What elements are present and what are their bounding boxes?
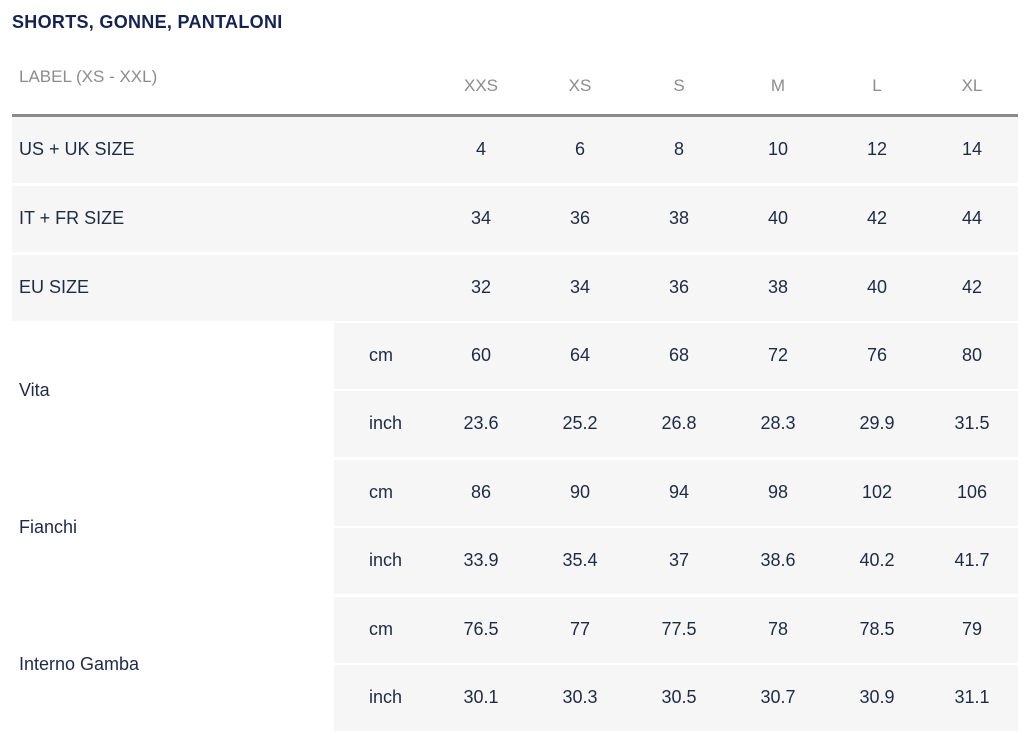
table-cell: 35.4 xyxy=(562,550,598,570)
table-cell: 44 xyxy=(961,208,983,228)
unit-label: cm xyxy=(369,482,393,502)
size-header-xxs: XXS xyxy=(463,76,499,95)
table-cell: 76.5 xyxy=(463,619,499,639)
table-cell: 77.5 xyxy=(661,619,697,639)
table-cell: 40 xyxy=(767,208,789,228)
table-cell: 6 xyxy=(574,139,585,159)
table-cell: 34 xyxy=(569,277,591,297)
table-cell: 64 xyxy=(569,345,591,365)
table-cell: 12 xyxy=(866,139,888,159)
size-header-m: M xyxy=(770,76,786,95)
table-cell: 42 xyxy=(961,277,983,297)
label-column-header: LABEL (XS - XXL) xyxy=(19,67,158,86)
table-row-vita-inch: inch 23.6 25.2 26.8 28.3 29.9 31.5 xyxy=(334,391,1018,457)
table-cell: 14 xyxy=(961,139,983,159)
table-cell: 41.7 xyxy=(954,550,990,570)
row-label: IT + FR SIZE xyxy=(19,208,125,228)
table-cell: 36 xyxy=(569,208,591,228)
measure-label: Interno Gamba xyxy=(19,654,140,674)
table-cell: 33.9 xyxy=(463,550,499,570)
measure-group-vita: Vita xyxy=(12,324,332,458)
table-cell: 86 xyxy=(470,482,492,502)
table-cell: 42 xyxy=(866,208,888,228)
table-cell: 94 xyxy=(668,482,690,502)
table-row-vita-cm: cm 60 64 68 72 76 80 xyxy=(334,323,1018,389)
table-cell: 78 xyxy=(767,619,789,639)
table-cell: 38 xyxy=(668,208,690,228)
table-cell: 30.7 xyxy=(760,687,796,707)
table-cell: 8 xyxy=(673,139,684,159)
table-cell: 28.3 xyxy=(760,413,796,433)
table-cell: 38.6 xyxy=(760,550,796,570)
measure-group-fianchi: Fianchi xyxy=(12,461,332,595)
table-cell: 26.8 xyxy=(661,413,697,433)
table-cell: 102 xyxy=(861,482,893,502)
table-cell: 30.1 xyxy=(463,687,499,707)
table-cell: 38 xyxy=(767,277,789,297)
table-cell: 90 xyxy=(569,482,591,502)
unit-label: inch xyxy=(369,413,403,433)
measure-group-interno-gamba: Interno Gamba xyxy=(12,598,332,732)
table-row-eu: EU SIZE 32 34 36 38 40 42 xyxy=(12,255,1018,321)
unit-label: cm xyxy=(369,619,393,639)
table-cell: 79 xyxy=(961,619,983,639)
table-row-us-uk: US + UK SIZE 4 6 8 10 12 14 xyxy=(12,117,1018,183)
unit-label: cm xyxy=(369,345,393,365)
table-cell: 72 xyxy=(767,345,789,365)
size-header-xl: XL xyxy=(961,76,983,95)
table-cell: 40 xyxy=(866,277,888,297)
size-header-s: S xyxy=(673,76,685,95)
table-cell: 31.1 xyxy=(954,687,990,707)
table-cell: 31.5 xyxy=(954,413,990,433)
table-cell: 37 xyxy=(668,550,690,570)
table-cell: 77 xyxy=(569,619,591,639)
table-cell: 36 xyxy=(668,277,690,297)
table-cell: 68 xyxy=(668,345,690,365)
table-cell: 34 xyxy=(470,208,492,228)
table-cell: 32 xyxy=(470,277,492,297)
row-label: US + UK SIZE xyxy=(19,139,135,159)
table-header: LABEL (XS - XXL) XXS XS S M L XL xyxy=(12,56,1018,117)
table-cell: 30.3 xyxy=(562,687,598,707)
table-cell: 25.2 xyxy=(562,413,598,433)
table-cell: 80 xyxy=(961,345,983,365)
table-cell: 30.9 xyxy=(859,687,895,707)
table-cell: 78.5 xyxy=(859,619,895,639)
table-row-fianchi-inch: inch 33.9 35.4 37 38.6 40.2 41.7 xyxy=(334,528,1018,594)
table-row-fianchi-cm: cm 86 90 94 98 102 106 xyxy=(334,460,1018,526)
table-cell: 40.2 xyxy=(859,550,895,570)
size-header-xs: XS xyxy=(568,76,592,95)
table-row-it-fr: IT + FR SIZE 34 36 38 40 42 44 xyxy=(12,186,1018,252)
size-header-l: L xyxy=(872,76,882,95)
table-row-interno-gamba-inch: inch 30.1 30.3 30.5 30.7 30.9 31.1 xyxy=(334,665,1018,731)
table-cell: 10 xyxy=(767,139,789,159)
table-cell: 106 xyxy=(956,482,988,502)
table-cell: 60 xyxy=(470,345,492,365)
measure-label: Vita xyxy=(19,380,50,400)
unit-label: inch xyxy=(369,550,403,570)
table-cell: 30.5 xyxy=(661,687,697,707)
table-cell: 4 xyxy=(475,139,486,159)
page-title: SHORTS, GONNE, PANTALONI xyxy=(12,12,283,32)
row-label: EU SIZE xyxy=(19,277,90,297)
measure-label: Fianchi xyxy=(19,517,78,537)
table-row-interno-gamba-cm: cm 76.5 77 77.5 78 78.5 79 xyxy=(334,597,1018,663)
table-cell: 98 xyxy=(767,482,789,502)
table-cell: 23.6 xyxy=(463,413,499,433)
unit-label: inch xyxy=(369,687,403,707)
table-cell: 29.9 xyxy=(859,413,895,433)
table-cell: 76 xyxy=(866,345,888,365)
